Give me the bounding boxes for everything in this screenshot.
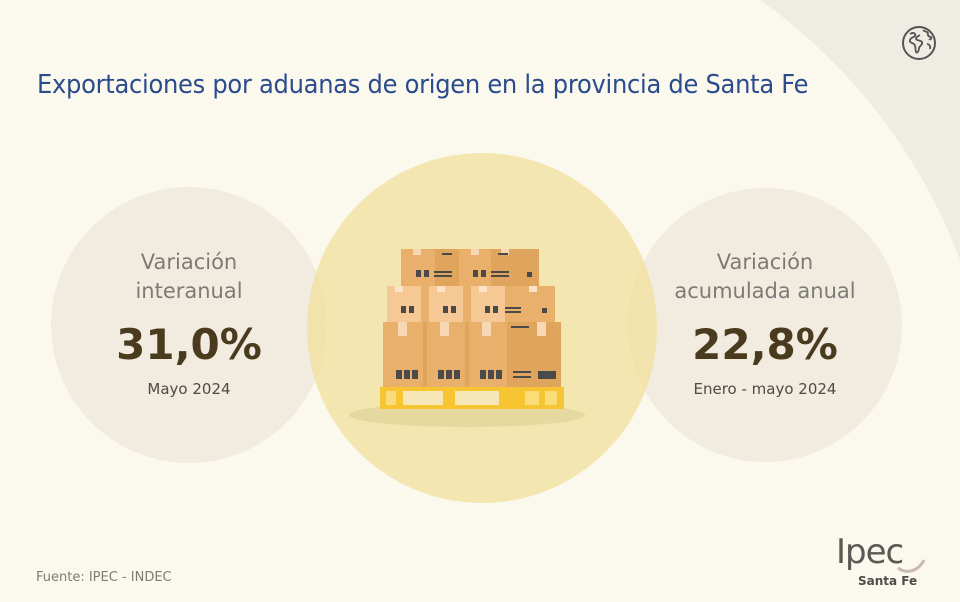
stat-value: 31,0% [116, 320, 262, 369]
stat-label-line1: Variación [140, 250, 238, 274]
stat-label-line2: acumulada anual [674, 279, 856, 303]
stat-circle-interanual [51, 187, 327, 463]
source-note: Fuente: IPEC - INDEC [36, 570, 172, 585]
stat-label-line1: Variación [716, 250, 814, 274]
ipec-logo: Ipec Santa Fe [836, 532, 928, 592]
stat-period: Enero - mayo 2024 [693, 380, 837, 398]
stat-circle-acumulada [628, 188, 902, 462]
logo-swoosh-icon [897, 559, 926, 573]
globe-icon [902, 26, 936, 60]
stat-acumulada: Variación acumulada anual 22,8% Enero - … [628, 248, 902, 398]
logo-subtitle: Santa Fe [858, 574, 918, 588]
stat-period: Mayo 2024 [147, 380, 231, 398]
boxes-on-pallet-illustration [349, 249, 585, 427]
stat-label-line2: interanual [135, 279, 243, 303]
page-title: Exportaciones por aduanas de origen en l… [37, 70, 809, 100]
stat-value: 22,8% [692, 320, 838, 369]
stat-interanual: Variación interanual 31,0% Mayo 2024 [51, 248, 327, 398]
logo-wordmark: Ipec [836, 532, 904, 572]
